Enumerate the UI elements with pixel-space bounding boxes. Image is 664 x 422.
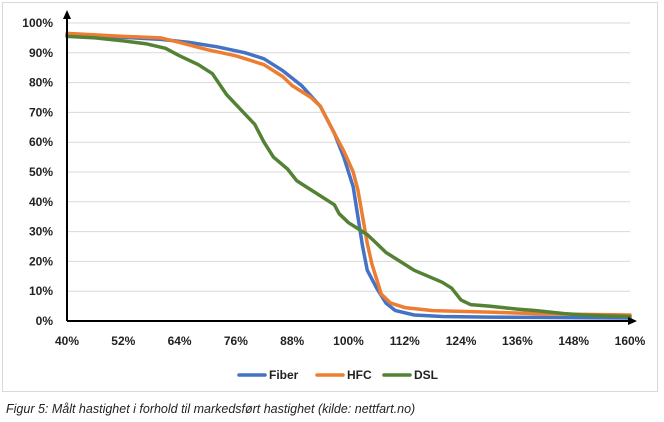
- y-tick-label: 70%: [29, 105, 53, 119]
- x-tick-label: 148%: [558, 334, 589, 348]
- y-tick-label: 0%: [36, 314, 54, 328]
- chart-frame: 0% 10% 20% 30% 40% 50% 60% 70% 80% 90% 100% 40% 52% 6…: [2, 2, 658, 392]
- legend-label-fiber: Fiber: [269, 368, 299, 382]
- x-tick-label: 52%: [111, 334, 135, 348]
- line-chart: 0% 10% 20% 30% 40% 50% 60% 70% 80% 90% 100% 40% 52% 6…: [22, 10, 646, 382]
- y-tick-label: 50%: [29, 165, 53, 179]
- y-tick-label: 30%: [29, 225, 53, 239]
- x-tick-label: 124%: [446, 334, 477, 348]
- series-line-fiber: [65, 33, 632, 320]
- series-line-dsl: [65, 34, 632, 319]
- x-tick-label: 100%: [333, 334, 364, 348]
- x-axis-arrow-icon: [628, 317, 637, 325]
- y-axis-arrow-icon: [63, 10, 71, 19]
- y-tick-label: 10%: [29, 284, 53, 298]
- x-tick-label: 40%: [55, 334, 79, 348]
- y-tick-label: 60%: [29, 135, 53, 149]
- y-tick-label: 100%: [22, 16, 53, 30]
- x-tick-label: 88%: [280, 334, 304, 348]
- y-tick-label: 90%: [29, 46, 53, 60]
- legend-label-dsl: DSL: [414, 368, 438, 382]
- series-line-hfc: [65, 31, 632, 317]
- figure-caption: Figur 5: Målt hastighet i forhold til ma…: [6, 402, 416, 416]
- y-tick-label: 80%: [29, 76, 53, 90]
- legend-label-hfc: HFC: [347, 368, 372, 382]
- series-lines: [65, 31, 632, 320]
- x-tick-label: 64%: [168, 334, 192, 348]
- x-tick-label: 160%: [615, 334, 646, 348]
- y-tick-label: 40%: [29, 195, 53, 209]
- legend: Fiber HFC DSL: [237, 368, 438, 382]
- x-tick-label: 76%: [224, 334, 248, 348]
- x-tick-label: 112%: [390, 334, 420, 348]
- x-tick-label: 136%: [502, 334, 533, 348]
- axes: [63, 10, 637, 325]
- gridlines: [67, 22, 630, 292]
- tick-labels: 0% 10% 20% 30% 40% 50% 60% 70% 80% 90% 100% 40% 52% 6…: [22, 16, 645, 348]
- y-tick-label: 20%: [29, 254, 53, 268]
